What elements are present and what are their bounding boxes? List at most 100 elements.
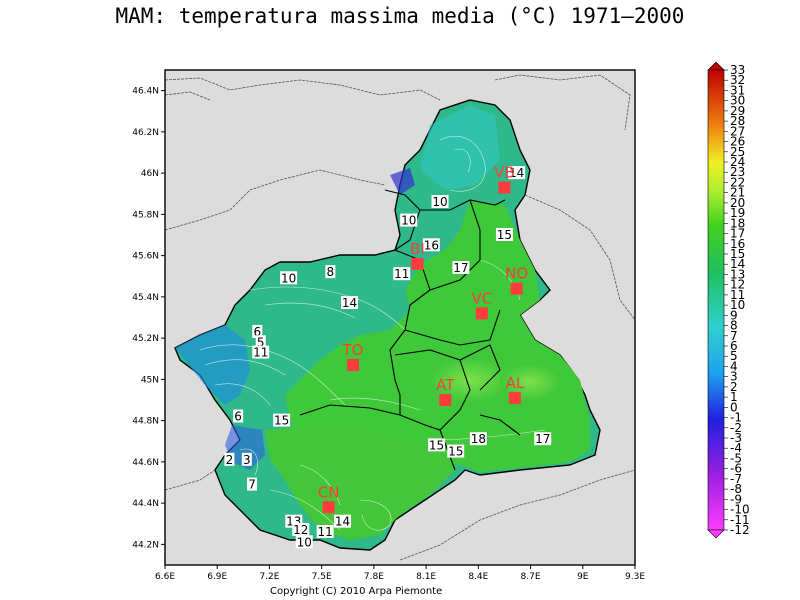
contour-label-box [252,324,263,338]
city-label-vc: VC [471,289,492,307]
colorbar-label: -7 [730,472,742,486]
warm-zone-east [285,200,590,472]
city-marker-at [439,394,452,406]
lat-tick-label: 44.4N [132,499,159,509]
colorbar-label: 5 [730,349,738,363]
colorbar-label: 15 [730,247,745,261]
city-marker-vb [498,181,511,194]
contour-label-box [224,452,235,466]
city-marker-al [508,391,521,404]
contour-label: 10 [297,535,312,549]
longitude-axis: 6.6E 6.9E 7.2E 7.5E 7.8E 8.1E 8.4E 8.7E 9E 9.3E [155,565,645,582]
contour-label: 10 [281,271,296,285]
colorbar-label: 13 [730,267,745,281]
city-marker-vc [475,307,488,320]
city-markers: VB BI NO VC TO AT AL CN [318,164,528,514]
lat-tick-label: 45.8N [132,210,159,220]
lon-tick-label: 7.2E [259,572,279,582]
contour-label-box [400,213,418,227]
colorbar-label: 16 [730,237,745,251]
contour-label: 14 [342,296,357,310]
lon-tick-label: 8.1E [416,572,436,582]
contour-label-box [428,438,446,452]
city-marker-no [510,282,523,295]
map-frame [164,69,636,566]
lat-tick-label: 45.4N [132,293,159,303]
colorbar-label: 17 [730,227,745,241]
contour-label-box [431,195,449,208]
lat-tick-label: 46.2N [132,128,159,138]
lat-tick-label: 44.8N [132,417,159,427]
colorbar-label: 27 [730,124,745,138]
contour-label: 10 [401,214,416,228]
contour-label-box [252,345,270,359]
city-label-bi: BI [410,240,425,258]
colorbar-label: -10 [730,503,750,517]
contour-label-box [255,335,266,349]
lat-tick-label: 45.6N [132,252,159,262]
colorbar-label: 14 [730,257,745,271]
contour-label-box [447,444,465,458]
lat-tick-label: 46N [141,169,159,179]
contour-label-box [508,166,526,180]
lon-tick-label: 7.5E [312,572,332,582]
contour-label: 17 [535,432,550,446]
colorbar-label: 20 [730,196,745,210]
province-borders [299,189,521,471]
colorbar-gradient [707,69,725,531]
map-title: MAM: temperatura massima media (°C) 1971… [115,4,685,28]
warm-spot-at [430,358,510,402]
contour-label-box [233,409,244,423]
colorbar-label: 2 [730,380,738,394]
contour-label-box [422,238,440,252]
latitude-axis: 46.4N 46.2N 46N 45.8N 45.6N 45.4N 45.2N 45N 44.8… [132,87,165,550]
contour-label: 10 [432,195,447,209]
contour-label: 7 [248,478,256,492]
city-marker-to [347,358,359,371]
city-label-to: TO [342,341,364,359]
colorbar-label: 0 [730,400,738,414]
colorbar-label: -9 [730,492,742,506]
contour-lines [199,135,546,531]
contour-label: 16 [424,238,439,252]
contour-label-box [452,261,470,274]
contour-label: 14 [335,515,350,529]
city-label-at: AT [436,376,455,394]
contour-label: 12 [293,523,308,537]
contour-label: 11 [318,525,333,539]
contour-label: 11 [253,346,268,360]
colorbar-label: -1 [730,411,742,425]
colorbar-label: 11 [730,288,745,302]
city-label-no: NO [505,265,528,283]
contour-label: 5 [257,335,265,349]
contour-label-box [292,522,310,536]
colorbar-label: 24 [730,155,745,169]
lat-tick-label: 44.2N [132,540,159,550]
city-label-vb: VB [494,164,515,182]
city-marker-cn [322,501,335,514]
contour-label: 11 [394,267,409,281]
colorbar-top-arrow [707,61,725,71]
contour-label: 15 [497,228,512,242]
lon-tick-label: 7.8E [364,572,384,582]
warm-zone-south [265,425,455,540]
lat-tick-label: 45.2N [132,334,159,344]
lon-tick-label: 6.9E [207,572,227,582]
contour-label-box [247,477,258,491]
lat-tick-label: 46.4N [132,87,159,97]
city-label-cn: CN [318,483,340,501]
contour-label-box [280,271,298,285]
contour-label-box [273,413,291,427]
lat-tick-label: 45N [141,375,159,385]
colorbar-label: 23 [730,165,745,179]
colorbar-label: 26 [730,135,745,149]
colorbar-label: -12 [730,523,750,537]
colorbar-label: 29 [730,104,745,118]
lon-tick-label: 9E [577,572,589,582]
colorbar-label: 10 [730,298,745,312]
colorbar-label: 7 [730,329,738,343]
colorbar-label: -2 [730,421,742,435]
contour-label-box [316,525,334,538]
cold-zone-sw [225,425,265,470]
